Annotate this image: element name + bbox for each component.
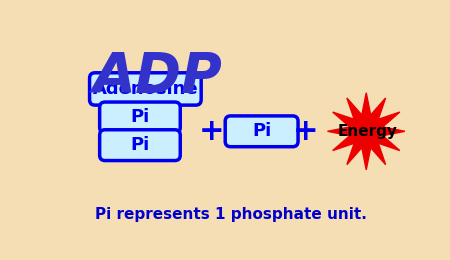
Text: ADP: ADP	[92, 50, 222, 105]
FancyBboxPatch shape	[99, 130, 180, 161]
Text: Pi: Pi	[130, 136, 149, 154]
FancyBboxPatch shape	[225, 116, 298, 147]
Polygon shape	[328, 93, 405, 170]
Text: Adenosine: Adenosine	[93, 80, 198, 98]
Text: +: +	[293, 117, 319, 146]
Text: Pi: Pi	[252, 122, 271, 140]
Text: Pi represents 1 phosphate unit.: Pi represents 1 phosphate unit.	[94, 207, 367, 222]
Text: +: +	[198, 117, 224, 146]
FancyBboxPatch shape	[90, 73, 201, 105]
Text: Energy: Energy	[338, 124, 398, 139]
FancyBboxPatch shape	[99, 102, 180, 133]
Text: Pi: Pi	[130, 108, 149, 126]
